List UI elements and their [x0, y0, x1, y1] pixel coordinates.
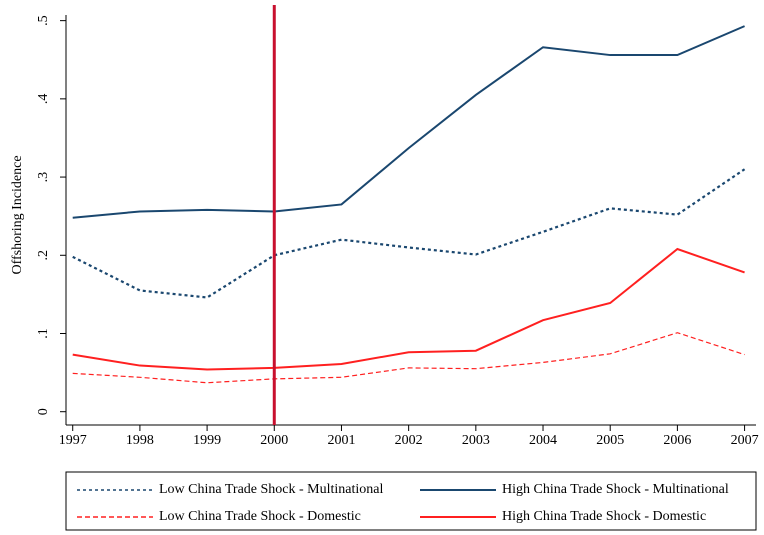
y-tick-label: .1 — [36, 328, 51, 339]
y-tick-label: .5 — [36, 15, 51, 26]
y-tick-label: .2 — [36, 250, 51, 261]
legend-label: High China Trade Shock - Multinational — [502, 482, 729, 497]
x-tick-label: 2007 — [731, 433, 759, 448]
x-tick-label: 2003 — [462, 433, 490, 448]
x-tick-label: 2001 — [327, 433, 355, 448]
x-tick-label: 2000 — [260, 433, 288, 448]
y-tick-label: 0 — [36, 408, 51, 415]
series-line — [72, 168, 746, 299]
x-tick-label: 2004 — [529, 433, 557, 448]
y-axis-label: Offshoring Incidence — [10, 155, 25, 274]
legend-label: Low China Trade Shock - Domestic — [159, 509, 361, 524]
x-tick-label: 2006 — [663, 433, 691, 448]
x-tick-label: 1999 — [193, 433, 221, 448]
legend-label: High China Trade Shock - Domestic — [502, 509, 706, 524]
x-tick-label: 1997 — [59, 433, 87, 448]
x-tick-label: 1998 — [126, 433, 154, 448]
y-tick-label: .3 — [36, 172, 51, 183]
x-tick-label: 2002 — [395, 433, 423, 448]
series-line — [72, 332, 745, 384]
series-line — [72, 25, 745, 219]
legend-box — [65, 471, 757, 531]
x-tick-label: 2005 — [596, 433, 624, 448]
series-line — [72, 247, 745, 371]
y-tick-label: .4 — [36, 94, 51, 105]
legend-label: Low China Trade Shock - Multinational — [159, 482, 383, 497]
